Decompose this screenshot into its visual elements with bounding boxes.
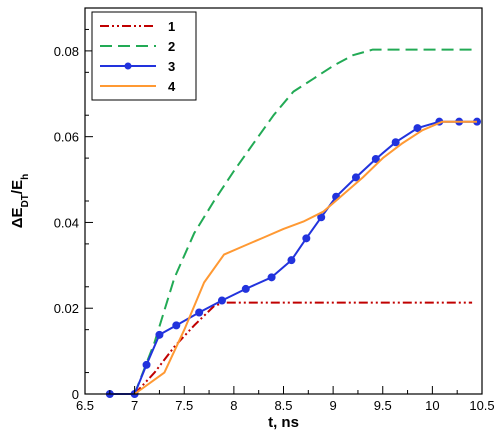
x-tick-label: 6.5 [76, 398, 94, 413]
y-tick-label: 0.06 [54, 130, 79, 145]
x-tick-label: 8.5 [274, 398, 292, 413]
x-tick-label: 9.5 [374, 398, 392, 413]
series-4 [134, 120, 477, 395]
series-2 [133, 48, 473, 395]
data-point [351, 173, 360, 182]
y-axis-label-delta: Δ [9, 217, 26, 228]
data-point [267, 273, 276, 282]
legend: 1 2 3 4 [91, 11, 197, 101]
y-axis-label-slash: /E [9, 180, 26, 194]
data-point [302, 234, 311, 243]
data-point [195, 308, 204, 317]
data-point [241, 284, 250, 293]
x-axis-label: t, ns [268, 414, 299, 431]
legend-marker [124, 62, 132, 70]
series-line-1 [133, 301, 473, 395]
x-tick-label: 7 [131, 398, 138, 413]
data-point [287, 256, 296, 265]
legend-label-1: 1 [168, 19, 175, 34]
x-tick-label: 10 [425, 398, 439, 413]
series-3 [105, 117, 482, 398]
data-point [172, 321, 181, 330]
y-tick-label: 0.08 [54, 44, 79, 59]
series-layer [105, 48, 482, 398]
data-point [371, 154, 380, 163]
x-tick-label: 7.5 [175, 398, 193, 413]
legend-label-2: 2 [168, 39, 175, 54]
data-point [155, 330, 164, 339]
legend-label-4: 4 [168, 79, 176, 94]
data-point [217, 296, 226, 305]
y-tick-label: 0 [72, 387, 79, 402]
axis-ticks: 6.5 7 7.5 8 8.5 9 9.5 10 10.5 0 0.02 0.04 0.06 0.08 [54, 28, 495, 413]
y-axis-label-sub2: h [20, 174, 31, 180]
y-tick-label: 0.04 [54, 215, 79, 230]
x-tick-label: 10.5 [469, 398, 494, 413]
series-line-4 [134, 120, 477, 395]
series-1 [133, 301, 473, 395]
data-point [391, 138, 400, 147]
x-tick-label: 9 [330, 398, 337, 413]
series-line-2 [133, 48, 473, 395]
y-axis-label-sub: DT [20, 194, 31, 207]
y-axis-label-main: E [9, 207, 26, 217]
data-point [413, 124, 422, 133]
y-axis-label: ΔEDT/Eh [9, 174, 31, 228]
data-point [142, 360, 151, 369]
y-tick-label: 0.02 [54, 301, 79, 316]
legend-label-3: 3 [168, 59, 175, 74]
x-tick-label: 8 [230, 398, 237, 413]
